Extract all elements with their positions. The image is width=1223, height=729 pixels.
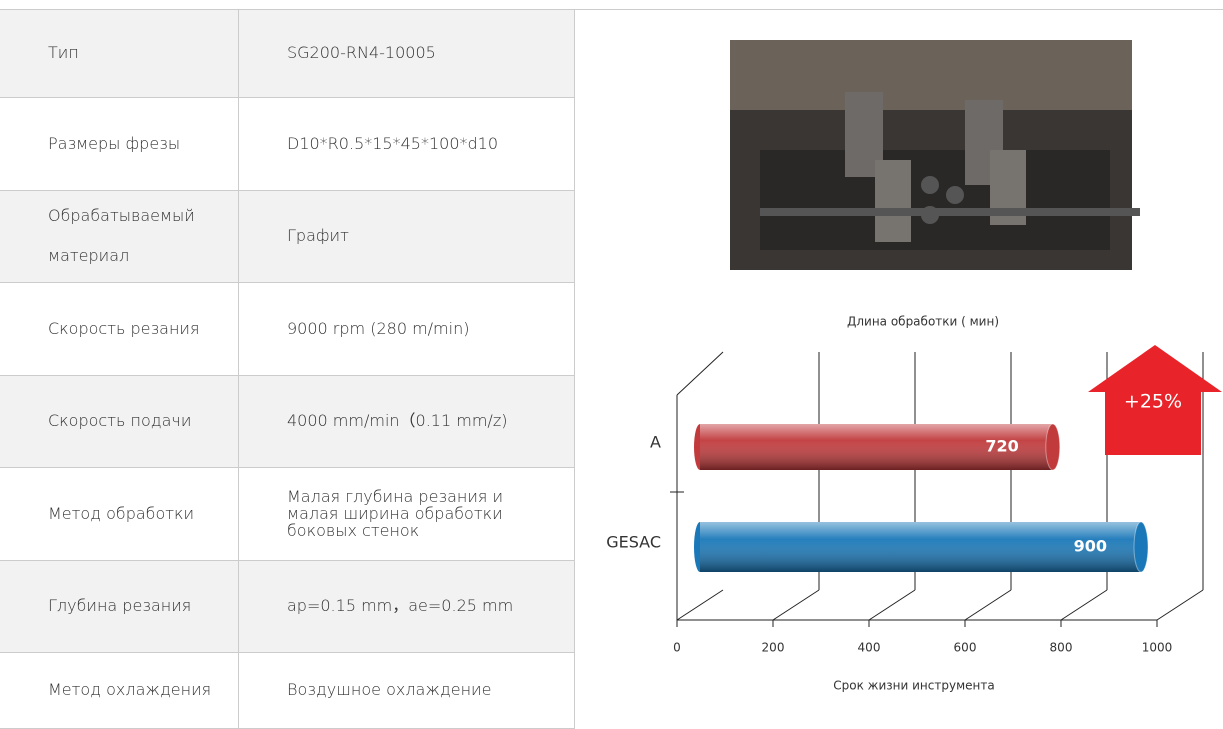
row-label: Глубина резания (0, 560, 239, 653)
x-tick-label: 1000 (1142, 641, 1173, 655)
value-label: 900 (1074, 537, 1107, 556)
table-row: Глубина резания ap=0.15 mm，ae=0.25 mm (0, 560, 575, 653)
value-label: 720 (985, 437, 1018, 456)
category-label: GESAC (606, 533, 661, 552)
table-row: Обрабатываемый материал Графит (0, 190, 575, 283)
table-row: Размеры фрезы D10*R0.5*15*45*100*d10 (0, 97, 575, 191)
bar-shade (700, 424, 1053, 470)
row-value: 4000 mm/min（0.11 mm/z) (238, 375, 575, 468)
floor-line (772, 589, 820, 621)
row-value: Малая глубина резания и малая ширина обр… (238, 467, 575, 561)
floor-line (1060, 589, 1108, 621)
table-row: Скорость резания 9000 rpm (280 m/min) (0, 282, 575, 376)
row-label: Тип (0, 10, 239, 98)
x-tick-label: 400 (858, 641, 881, 655)
row-label: Скорость подачи (0, 375, 239, 468)
table-row: Тип SG200-RN4-10005 (0, 10, 575, 98)
row-label: Обрабатываемый материал (0, 190, 239, 283)
row-value: Воздушное охлаждение (238, 652, 575, 729)
row-label: Размеры фрезы (0, 97, 239, 191)
row-value: D10*R0.5*15*45*100*d10 (238, 97, 575, 191)
floor-line (868, 589, 916, 621)
increase-arrow (1088, 345, 1222, 455)
row-value: 9000 rpm (280 m/min) (238, 282, 575, 376)
table-row: Скорость подачи 4000 mm/min（0.11 mm/z) (0, 375, 575, 468)
wall-top-edge (676, 351, 724, 396)
row-label: Скорость резания (0, 282, 239, 376)
table-row: Метод обработки Малая глубина резания и м… (0, 467, 575, 561)
bar-end-cap (1045, 423, 1061, 471)
x-tick-label: 800 (1050, 641, 1073, 655)
row-value: Графит (238, 190, 575, 283)
bar-end-cap (1133, 521, 1149, 573)
row-value: SG200-RN4-10005 (238, 10, 575, 98)
floor-line (964, 589, 1012, 621)
bar-shade (700, 522, 1141, 572)
row-label: Метод охлаждения (0, 652, 239, 729)
floor-line (676, 589, 724, 621)
table-row: Метод охлаждения Воздушное охлаждение (0, 652, 575, 729)
spec-table: Тип SG200-RN4-10005 Размеры фрезы D10*R0.5… (0, 10, 575, 729)
x-tick-label: 600 (954, 641, 977, 655)
x-tick-label: 200 (762, 641, 785, 655)
category-label: A (650, 433, 661, 452)
floor-line (1156, 589, 1204, 621)
photo (730, 40, 1140, 270)
top-border (0, 9, 1223, 10)
row-label: Метод обработки (0, 467, 239, 561)
annotation: +25% (1124, 391, 1182, 413)
x-axis-label: Срок жизни инструмента (833, 679, 994, 693)
row-value: ap=0.15 mm，ae=0.25 mm (238, 560, 575, 653)
chart-title: Длина обработки ( мин) (847, 315, 999, 329)
x-tick-label: 0 (673, 641, 681, 655)
